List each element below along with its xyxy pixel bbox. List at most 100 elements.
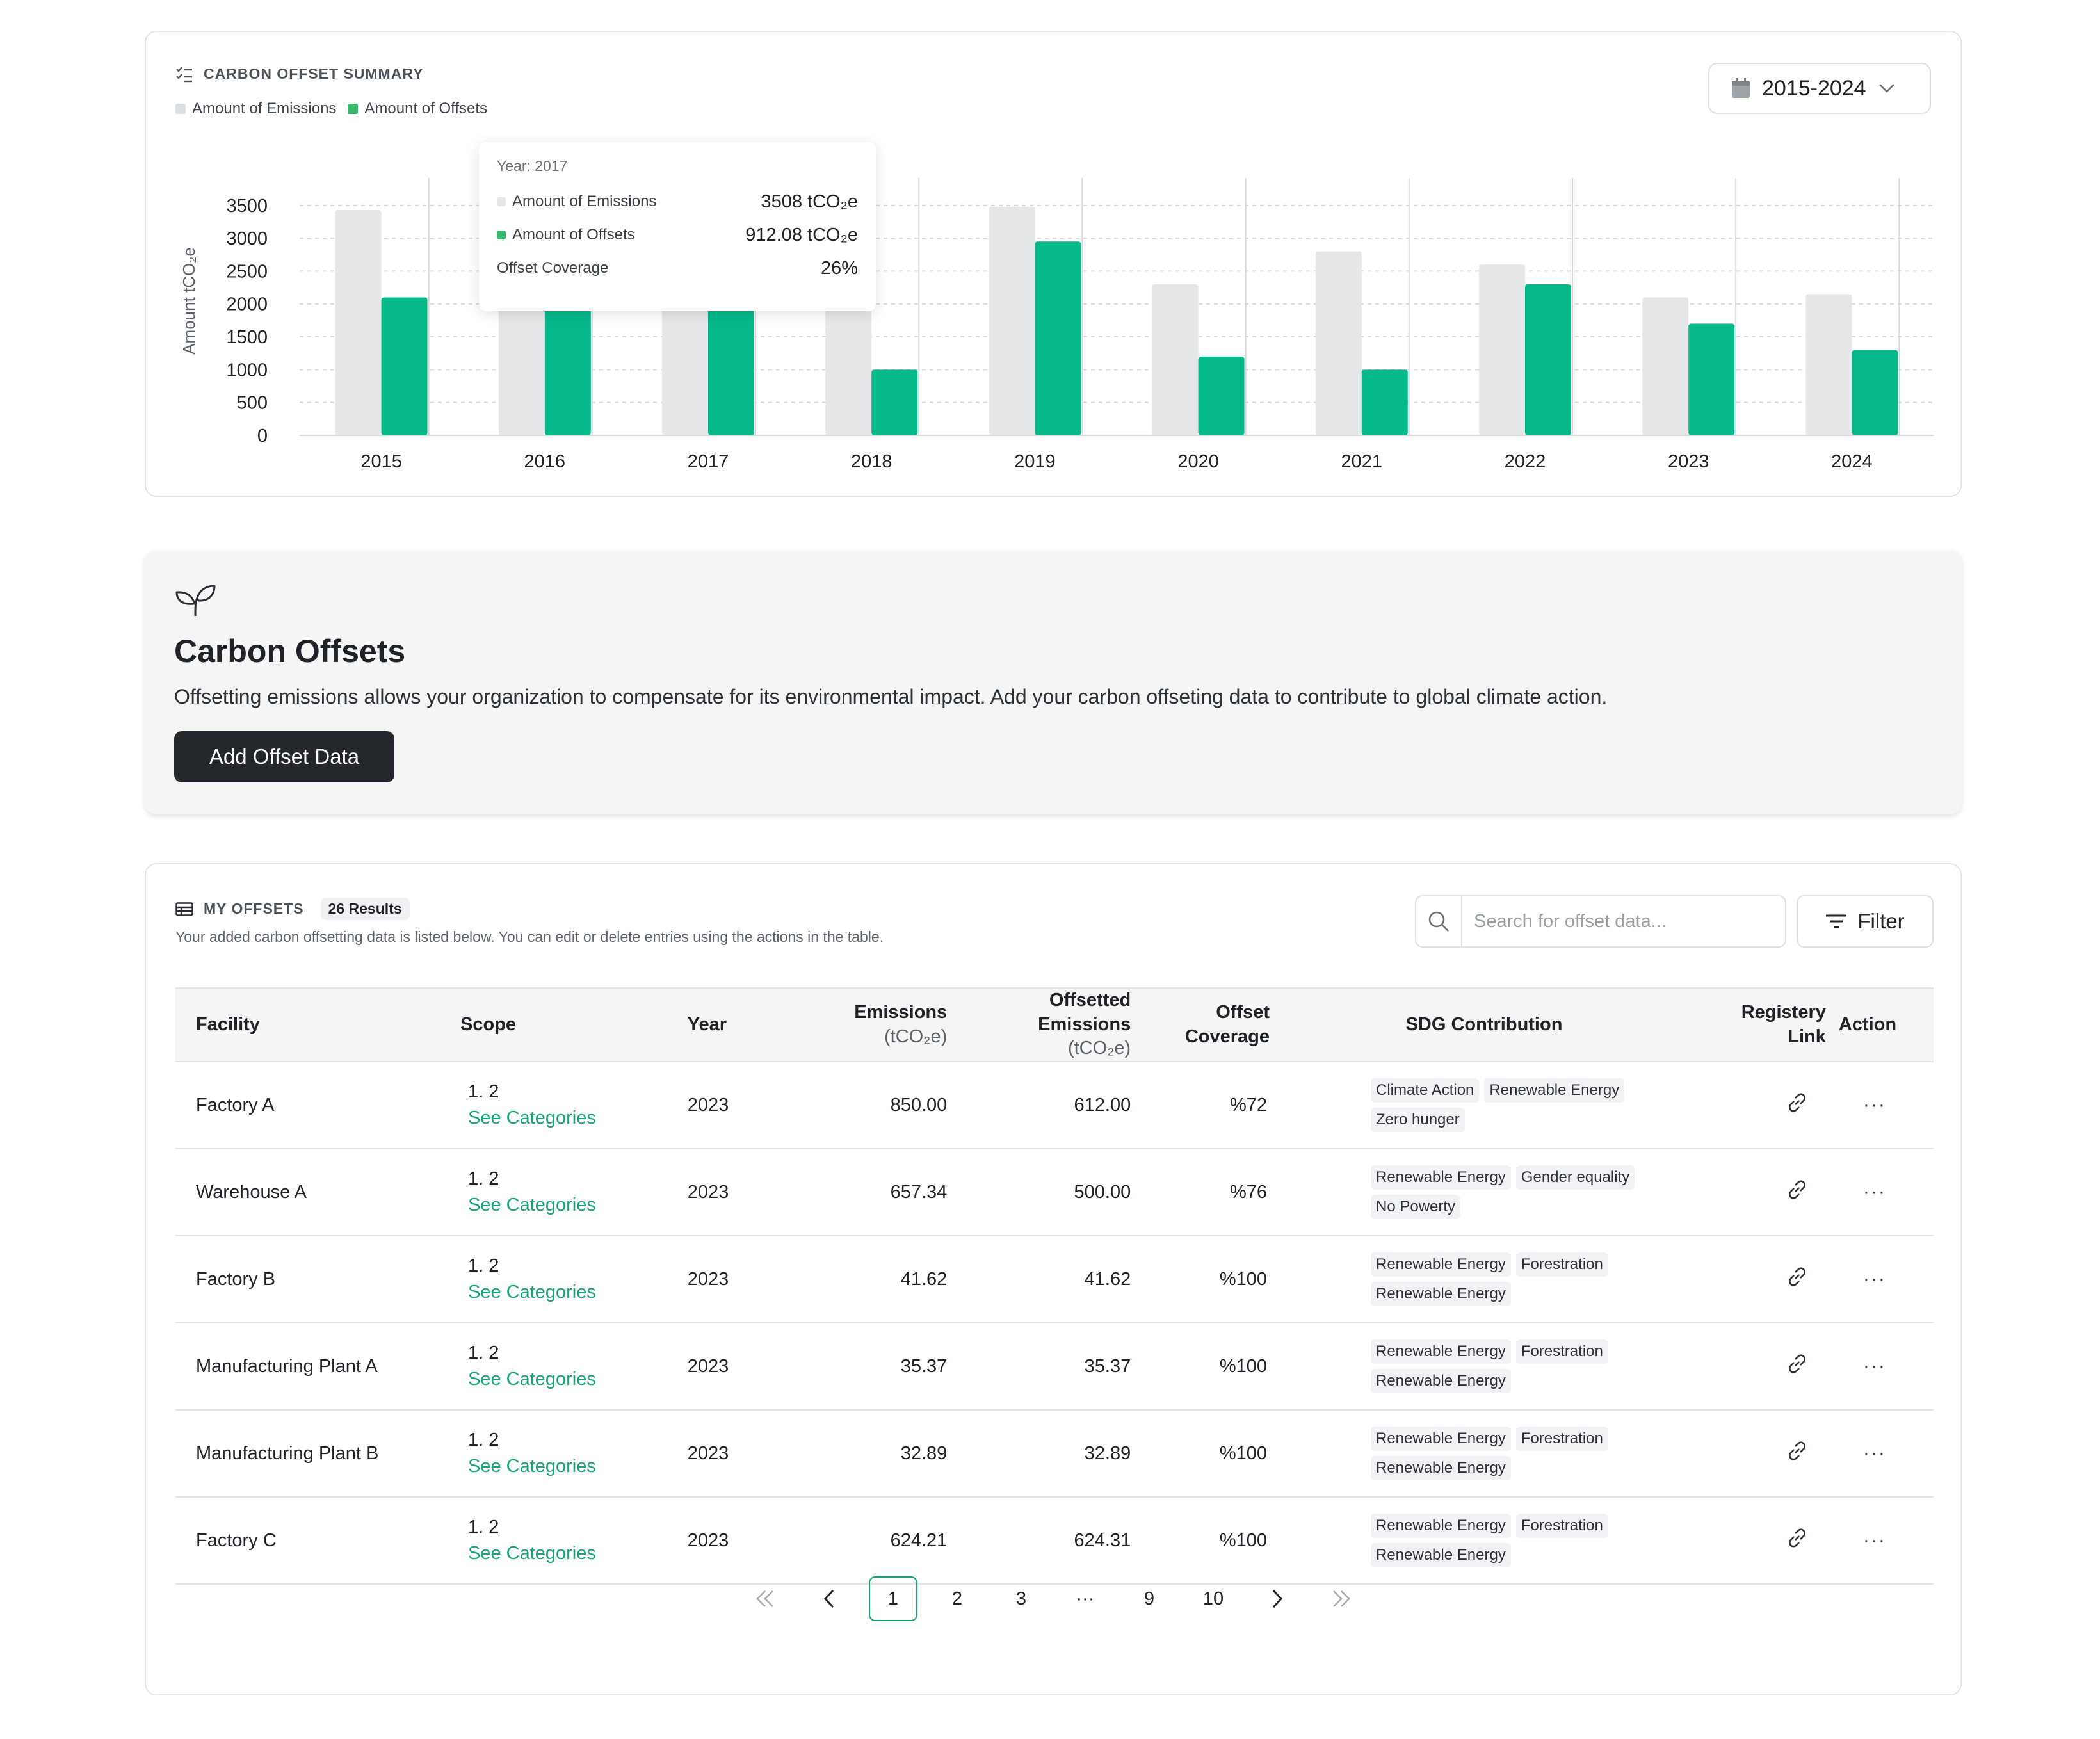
more-actions-icon[interactable]: ··· <box>1862 1530 1886 1551</box>
x-tick-label: 2018 <box>851 451 892 472</box>
bar-emissions-2023 <box>1642 297 1689 435</box>
sdg-cell: Renewable Energy Forestration Renewable En… <box>1270 1236 1678 1323</box>
registry-cell <box>1678 1410 1831 1497</box>
offsets-table: Facility Scope Year Emissions (tCO₂e) Off… <box>175 987 1934 1585</box>
scope-value: 1. 2 <box>467 1256 499 1277</box>
x-tick-label: 2015 <box>360 451 402 472</box>
page-3-button[interactable]: 3 <box>1015 1588 1027 1609</box>
bar-offsets-2018 <box>871 369 918 435</box>
col-facility[interactable]: Facility <box>175 987 440 1063</box>
search-input[interactable] <box>1462 910 1770 932</box>
coverage-cell: %76 <box>1229 1181 1267 1202</box>
col-offsetted[interactable]: Offsetted Emissions (tCO₂e) <box>947 987 1131 1063</box>
tooltip-offsets-label: Amount of Offsets <box>512 226 635 243</box>
see-categories-link[interactable]: See Categories <box>467 1369 596 1390</box>
sdg-tag: Renewable Energy <box>1371 1339 1511 1364</box>
more-actions-icon[interactable]: ··· <box>1862 1181 1886 1203</box>
action-cell: ··· <box>1831 1497 1934 1584</box>
y-tick-label: 3000 <box>226 229 268 249</box>
facility-cell: Warehouse A <box>196 1181 307 1202</box>
filter-label: Filter <box>1857 909 1905 933</box>
scope-value: 1. 2 <box>467 1081 499 1103</box>
see-categories-link[interactable]: See Categories <box>467 1108 596 1129</box>
col-offsetted-unit: (tCO₂e) <box>1067 1038 1131 1059</box>
bar-emissions-2019 <box>989 206 1035 435</box>
registry-cell <box>1678 1062 1831 1149</box>
col-action[interactable]: Action <box>1830 987 1934 1063</box>
link-icon[interactable] <box>1785 1352 1809 1376</box>
prev-page-button[interactable] <box>805 1576 853 1621</box>
sdg-tag: Renewable Energy <box>1371 1252 1511 1277</box>
link-icon[interactable] <box>1785 1265 1809 1289</box>
tooltip-coverage-value: 26% <box>820 257 858 279</box>
col-sdg[interactable]: SDG Contribution <box>1270 987 1678 1063</box>
see-categories-link[interactable]: See Categories <box>467 1456 596 1477</box>
y-tick-label: 2500 <box>226 261 268 282</box>
bar-offsets-2022 <box>1525 284 1571 435</box>
date-range-value: 2015-2024 <box>1762 76 1866 101</box>
chart-tooltip: Year: 2017 Amount of Emissions 3508 tCO₂… <box>479 142 876 311</box>
see-categories-link[interactable]: See Categories <box>467 1282 596 1303</box>
col-year[interactable]: Year <box>647 987 779 1063</box>
next-page-button[interactable] <box>1253 1576 1302 1621</box>
sdg-tag: Renewable Energy <box>1371 1165 1511 1190</box>
first-page-button[interactable] <box>741 1576 789 1621</box>
bar-emissions-2020 <box>1152 284 1199 435</box>
date-range-select[interactable]: 2015-2024 <box>1708 63 1931 114</box>
action-cell: ··· <box>1831 1149 1934 1236</box>
page-9-button[interactable]: 9 <box>1143 1588 1155 1609</box>
bar-emissions-2018 <box>825 291 872 435</box>
summary-title: CARBON OFFSET SUMMARY <box>175 65 423 83</box>
sdg-tags: Renewable Energy Forestration Renewable En… <box>1371 1339 1678 1394</box>
link-icon[interactable] <box>1785 1526 1809 1550</box>
registry-cell <box>1678 1497 1831 1584</box>
facility-cell: Manufacturing Plant B <box>196 1443 379 1464</box>
col-scope[interactable]: Scope <box>439 987 648 1063</box>
link-icon[interactable] <box>1785 1090 1809 1115</box>
offsetted-cell: 612.00 <box>1074 1094 1131 1115</box>
more-actions-icon[interactable]: ··· <box>1862 1268 1886 1290</box>
carbon-offset-summary-card: CARBON OFFSET SUMMARY Amount of Emission… <box>145 31 1962 497</box>
my-offsets-description: Your added carbon offsetting data is lis… <box>175 928 884 945</box>
calendar-icon <box>1732 78 1750 98</box>
add-offset-data-button[interactable]: Add Offset Data <box>174 731 394 782</box>
sdg-tag: Renewable Energy <box>1371 1282 1511 1307</box>
legend-emissions-label: Amount of Emissions <box>192 100 337 117</box>
col-emissions[interactable]: Emissions (tCO₂e) <box>778 987 948 1063</box>
results-badge: 26 Results <box>320 898 410 920</box>
x-tick-label: 2024 <box>1831 451 1873 472</box>
col-coverage[interactable]: Offset Coverage <box>1131 987 1270 1063</box>
bar-offsets-2020 <box>1198 356 1245 435</box>
see-categories-link[interactable]: See Categories <box>467 1543 596 1564</box>
bar-offsets-2016 <box>544 294 591 435</box>
page-2-button[interactable]: 2 <box>951 1588 963 1609</box>
page-1-button[interactable]: 1 <box>869 1576 917 1621</box>
more-actions-icon[interactable]: ··· <box>1862 1443 1886 1464</box>
bar-emissions-2021 <box>1315 251 1362 435</box>
page-10-button[interactable]: 10 <box>1202 1588 1224 1609</box>
sdg-tag: Zero hunger <box>1371 1108 1465 1133</box>
search-icon[interactable] <box>1416 896 1462 946</box>
offsetted-cell: 500.00 <box>1074 1181 1131 1202</box>
legend-offsets[interactable]: Amount of Offsets <box>348 100 487 118</box>
link-icon[interactable] <box>1785 1439 1809 1463</box>
tooltip-emissions-row: Amount of Emissions 3508 tCO₂e <box>497 185 858 218</box>
more-actions-icon[interactable]: ··· <box>1862 1355 1886 1377</box>
sdg-tag: Forestration <box>1515 1339 1608 1364</box>
filter-icon <box>1826 914 1847 928</box>
more-actions-icon[interactable]: ··· <box>1862 1094 1886 1116</box>
filter-button[interactable]: Filter <box>1797 895 1934 948</box>
link-icon[interactable] <box>1785 1177 1809 1202</box>
legend-emissions[interactable]: Amount of Emissions <box>175 100 336 118</box>
last-page-button[interactable] <box>1317 1576 1366 1621</box>
emissions-cell: 41.62 <box>900 1268 948 1290</box>
registry-cell <box>1678 1323 1831 1410</box>
facility-cell: Manufacturing Plant A <box>196 1355 378 1377</box>
tooltip-emissions-label: Amount of Emissions <box>512 193 657 210</box>
col-registry[interactable]: Registery Link <box>1678 987 1831 1063</box>
pagination: 1 2 3 ··· 9 10 <box>146 1576 1960 1621</box>
double-chevron-left-icon <box>756 1590 773 1607</box>
see-categories-link[interactable]: See Categories <box>467 1195 596 1216</box>
table-row: Factory B 1. 2 See Categories 2023 41.62 … <box>175 1236 1934 1323</box>
scope-value: 1. 2 <box>467 1343 499 1364</box>
